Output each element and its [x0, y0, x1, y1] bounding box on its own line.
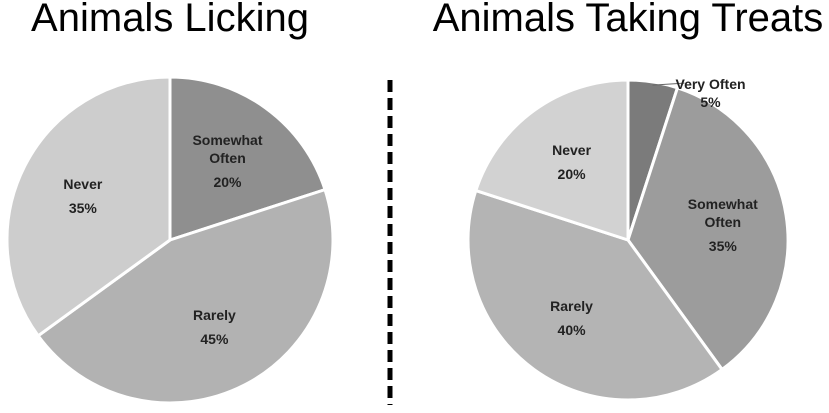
- pie-slice: [473, 78, 630, 243]
- slice-category: Never: [63, 175, 103, 192]
- pie-slice: [168, 75, 327, 243]
- slice-label: Somewhat Often 35%: [683, 195, 763, 255]
- slice-value: 35%: [68, 199, 97, 216]
- slice-category: Never: [552, 142, 592, 159]
- chart-title: Animals Taking Treats: [432, 0, 824, 40]
- slice-label: Never 20%: [532, 141, 612, 183]
- slice-category: Somewhat Often: [687, 195, 758, 230]
- slice-category: Very Often: [675, 76, 746, 93]
- slice-label: Rarely 45%: [174, 306, 254, 348]
- slice-value: 45%: [200, 331, 229, 348]
- slice-value: 35%: [708, 237, 737, 254]
- slice-value: 20%: [213, 173, 242, 190]
- slice-value: 20%: [557, 166, 586, 183]
- slice-label: Somewhat Often 20%: [187, 131, 267, 191]
- pie-slice: [5, 75, 172, 338]
- slice-category: Rarely: [550, 297, 593, 314]
- slice-category: Rarely: [192, 307, 236, 324]
- chart-title: Animals Licking: [31, 0, 309, 40]
- pie-slice: [466, 188, 725, 402]
- slice-label: Never 35%: [43, 175, 123, 217]
- leader-line: [652, 82, 685, 86]
- pie-slice: [626, 85, 790, 372]
- slice-category: Somewhat Often: [192, 131, 263, 166]
- slice-value: 40%: [557, 321, 586, 338]
- slice-value: 5%: [700, 94, 721, 111]
- pie-slice: [36, 187, 335, 405]
- slice-label: Very Often 5%: [661, 75, 761, 111]
- slice-label: Rarely 40%: [532, 297, 612, 339]
